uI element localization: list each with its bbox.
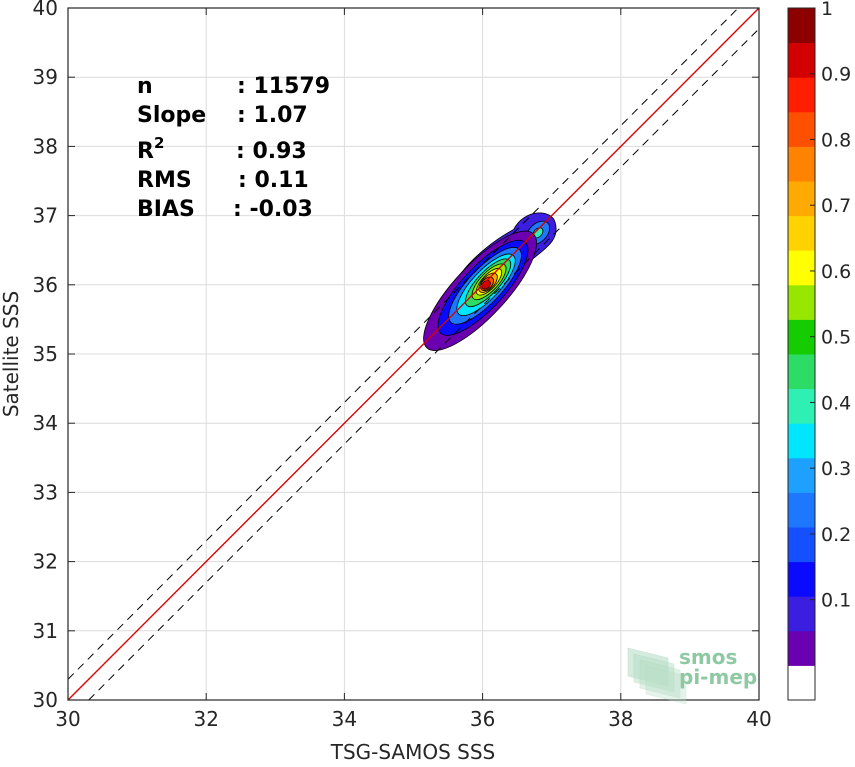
logo-layer-icon	[633, 653, 675, 693]
stat-label: BIAS	[137, 197, 195, 222]
colorbar-band	[788, 111, 815, 147]
logo-layer-icon	[639, 659, 681, 699]
colorbar-tick-label: 0.5	[821, 327, 851, 349]
colorbar-tick-label: 0.2	[821, 524, 851, 546]
logo-text-line2: pi-mep	[679, 665, 757, 689]
grid	[67, 7, 760, 701]
regression-line	[67, 7, 760, 701]
y-tick-label: 30	[33, 688, 58, 712]
colorbar-band	[788, 284, 815, 320]
y-axis-label: Satellite SSS	[0, 291, 23, 417]
x-tick-label: 40	[746, 707, 771, 731]
colorbar-band	[788, 596, 815, 632]
stat-value: : 11579	[237, 74, 330, 99]
colorbar-band	[788, 561, 815, 597]
y-tick-label: 36	[33, 273, 58, 297]
reference-line-one-to-one-plus	[67, 7, 739, 680]
stat-label: Slope	[137, 103, 206, 128]
x-axis-label: TSG-SAMOS SSS	[330, 740, 496, 763]
colorbar-band	[788, 42, 815, 78]
stat-value: : 0.93	[236, 139, 307, 164]
colorbar-band	[788, 665, 815, 701]
y-tick-label: 37	[33, 204, 58, 228]
y-tick-label: 32	[33, 550, 58, 574]
colorbar-band	[788, 527, 815, 563]
logo-text-line1: smos	[679, 645, 737, 669]
colorbar-band	[788, 77, 815, 113]
colorbar-band	[788, 250, 815, 286]
y-tick-label: 31	[33, 619, 58, 643]
colorbar-band	[788, 181, 815, 217]
colorbar-tick-label: 0.3	[821, 458, 851, 480]
colorbar-tick-label: 0.8	[821, 129, 851, 151]
colorbar-band	[788, 423, 815, 459]
y-tick-label: 38	[33, 134, 58, 158]
colorbar-tick-label: 0.6	[821, 261, 851, 283]
stat-value: : 0.11	[238, 168, 309, 193]
y-tick-label: 35	[33, 342, 58, 366]
x-tick-label: 30	[55, 707, 80, 731]
colorbar-frame	[787, 7, 816, 701]
colorbar-band	[788, 630, 815, 666]
stat-value: : -0.03	[233, 197, 313, 222]
colorbar-band	[788, 146, 815, 182]
stat-label: n	[137, 74, 153, 99]
colorbar-band	[788, 388, 815, 424]
colorbar-band	[788, 492, 815, 528]
colorbar-tick-label: 0.4	[821, 392, 851, 414]
stat-label: RMS	[137, 168, 192, 193]
logo-layer-icon	[645, 665, 687, 705]
x-tick-label: 36	[470, 707, 495, 731]
reference-line-one-to-one-minus	[88, 28, 760, 701]
colorbar-tick-label: 0.9	[821, 64, 851, 86]
x-tick-label: 32	[193, 707, 218, 731]
colorbar: 0.1 0.2 0.3 0.4 0.5 0.6 0.7 0.8 0.9 1	[787, 0, 851, 701]
x-tick-label: 38	[608, 707, 633, 731]
colorbar-tick-label: 0.7	[821, 195, 851, 217]
y-tick-label: 39	[33, 65, 58, 89]
stat-value: : 1.07	[237, 103, 308, 128]
y-tick-label: 40	[33, 0, 58, 20]
stat-label-superscript: 2	[154, 134, 164, 152]
x-tick-label: 34	[332, 707, 357, 731]
axis-ticks: 30 32 34 36 38 40 30 31 32 33 34 35 36 37 38 39 40	[33, 0, 772, 731]
y-tick-label: 33	[33, 480, 58, 504]
colorbar-band	[788, 8, 815, 44]
colorbar-tick-label: 1	[821, 0, 833, 20]
colorbar-band	[788, 457, 815, 493]
density-contours	[423, 212, 557, 351]
colorbar-tick-label: 0.1	[821, 590, 851, 612]
reference-lines	[67, 7, 760, 701]
colorbar-band	[788, 354, 815, 390]
y-tick-label: 34	[33, 411, 58, 435]
colorbar-band	[788, 215, 815, 251]
